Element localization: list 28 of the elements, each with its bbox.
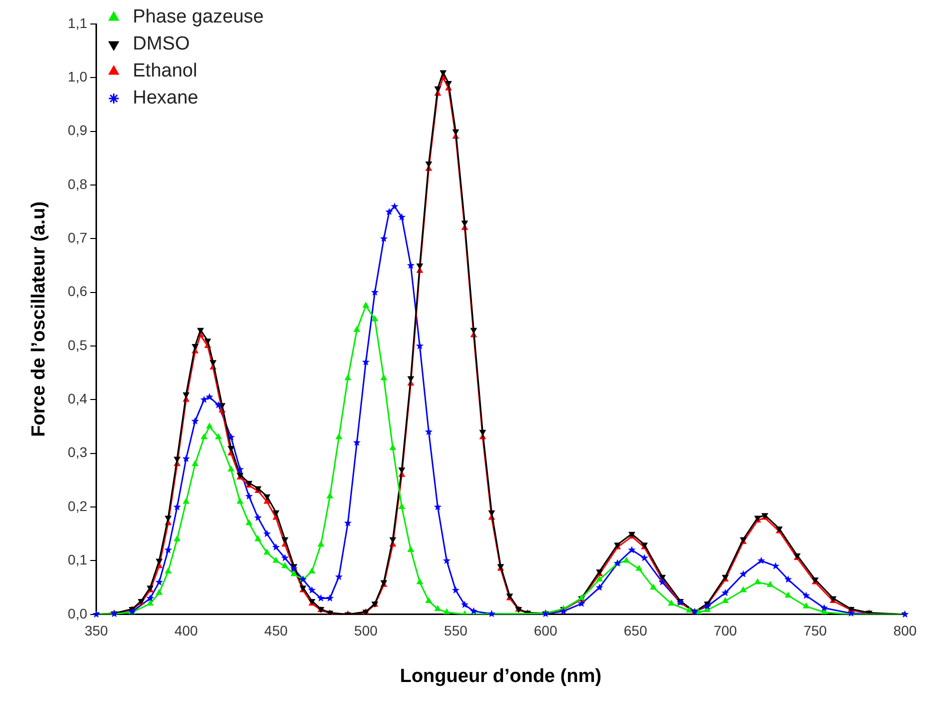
y-axis-title: Force de l’oscillateur (a.u) xyxy=(28,201,50,437)
x-axis-title: Longueur d’onde (nm) xyxy=(400,666,602,687)
x-tick-label: 800 xyxy=(893,622,917,639)
x-tick-label: 550 xyxy=(444,622,468,639)
y-tick-label: 0,0 xyxy=(68,605,88,622)
y-tick-label: 1,0 xyxy=(68,68,88,85)
x-tick-label: 700 xyxy=(714,622,738,639)
y-tick-label: 1,1 xyxy=(68,14,88,31)
y-tick-label: 0,9 xyxy=(68,122,88,138)
y-tick-label: 0,2 xyxy=(68,498,88,514)
x-tick-label: 650 xyxy=(624,622,648,639)
x-tick-label: 400 xyxy=(174,622,198,639)
y-tick-label: 0,4 xyxy=(68,390,88,407)
legend-label: Hexane xyxy=(132,88,198,109)
x-tick-label: 600 xyxy=(534,622,558,639)
y-tick-label: 0,5 xyxy=(68,336,88,353)
x-tick-label: 500 xyxy=(354,622,378,639)
y-tick-label: 0,6 xyxy=(68,283,88,300)
legend-label: Phase gazeuse xyxy=(132,6,264,28)
legend-label: Ethanol xyxy=(132,60,198,82)
y-tick-label: 0,7 xyxy=(68,230,88,246)
y-tick-label: 0,8 xyxy=(68,176,88,192)
y-tick-label: 0,1 xyxy=(68,552,88,568)
x-tick-label: 750 xyxy=(803,622,828,639)
y-tick-label: 0,3 xyxy=(68,444,88,460)
legend-label: DMSO xyxy=(132,34,190,55)
x-tick-label: 450 xyxy=(264,622,288,639)
x-tick-label: 350 xyxy=(84,622,108,639)
